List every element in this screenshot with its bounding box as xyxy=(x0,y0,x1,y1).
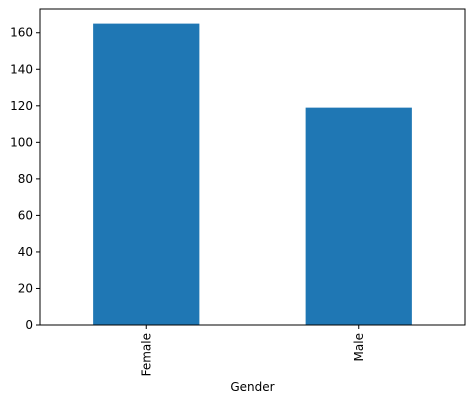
y-tick-label: 20 xyxy=(18,281,33,295)
y-tick-label: 80 xyxy=(18,172,33,186)
x-tick-label-male: Male xyxy=(352,333,366,361)
y-tick-label: 160 xyxy=(10,26,33,40)
y-tick-label: 120 xyxy=(10,99,33,113)
bar-male xyxy=(305,107,412,326)
bars-group xyxy=(93,23,412,326)
y-tick-label: 60 xyxy=(18,208,33,222)
x-axis: Female Male xyxy=(139,325,366,376)
y-tick-label: 40 xyxy=(18,245,33,259)
y-tick-label: 0 xyxy=(25,318,33,332)
y-axis: 0 20 40 60 80 100 120 140 160 xyxy=(10,26,40,332)
x-tick-label-female: Female xyxy=(139,333,153,376)
plot-frame xyxy=(39,8,466,326)
y-tick-label: 100 xyxy=(10,135,33,149)
y-tick-label: 140 xyxy=(10,62,33,76)
bar-female xyxy=(93,23,200,325)
x-axis-label: Gender xyxy=(230,380,274,394)
